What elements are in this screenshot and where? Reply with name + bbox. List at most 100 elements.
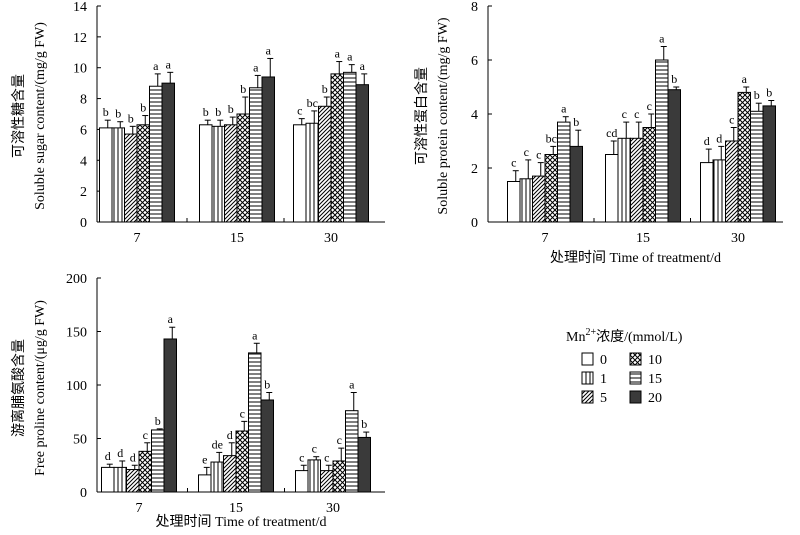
y-axis-label-cn: 游离脯氨酸含量: [10, 339, 27, 437]
significance-label: a: [166, 57, 172, 71]
y-axis-label-en: Free proline content/(μg/g FW): [33, 300, 48, 476]
bar: [261, 76, 275, 223]
bar: [667, 89, 681, 223]
bar: [210, 461, 224, 493]
significance-label: c: [536, 148, 541, 162]
bar: [357, 436, 371, 493]
bar: [113, 466, 127, 493]
significance-label: d: [105, 449, 111, 463]
significance-label: a: [360, 59, 366, 73]
bar: [655, 59, 669, 223]
x-category-label: 7: [134, 231, 141, 246]
y-tick-label: 0: [80, 486, 87, 501]
significance-label: b: [128, 111, 134, 125]
y-tick-label: 2: [80, 185, 87, 200]
significance-label: a: [659, 32, 665, 46]
y-tick-label: 8: [80, 93, 87, 108]
significance-label: e: [202, 452, 207, 466]
significance-label: c: [297, 104, 302, 118]
bar: [762, 105, 776, 223]
bar: [99, 127, 113, 223]
significance-label: b: [140, 101, 146, 115]
bar: [750, 110, 764, 223]
bar: [235, 430, 249, 493]
significance-label: cd: [606, 126, 617, 140]
x-axis-label: 处理时间 Time of treatment/d: [550, 250, 721, 266]
significance-label: b: [240, 82, 246, 96]
significance-label: c: [324, 450, 329, 464]
y-tick-label: 14: [73, 0, 87, 15]
bar: [211, 125, 225, 223]
bar: [248, 352, 262, 493]
bar: [163, 338, 177, 493]
significance-label: b: [215, 105, 221, 119]
legend-swatch: [581, 390, 594, 404]
bar: [700, 162, 714, 223]
significance-label: d: [704, 134, 710, 148]
legend-swatch: [629, 371, 642, 385]
y-axis-label-en: Soluble sugar content/(mg/g FW): [33, 22, 48, 210]
bar: [249, 87, 263, 223]
bar: [199, 124, 213, 223]
significance-label: b: [115, 107, 121, 121]
y-tick-label: 12: [73, 31, 87, 46]
bar: [111, 127, 125, 223]
significance-label: d: [227, 428, 233, 442]
y-tick-label: 4: [80, 154, 87, 169]
y-tick-label: 150: [66, 326, 87, 341]
significance-label: b: [228, 102, 234, 116]
bar: [149, 85, 163, 223]
bar: [544, 154, 558, 223]
bar: [569, 145, 583, 223]
bar: [198, 474, 212, 493]
significance-label: b: [103, 105, 109, 119]
y-tick-label: 6: [471, 54, 478, 69]
bar: [557, 121, 571, 223]
y-tick-label: 0: [80, 216, 87, 231]
significance-label: c: [634, 107, 639, 121]
legend-label: 20: [648, 391, 662, 406]
bar: [126, 469, 140, 493]
bar: [236, 113, 250, 223]
x-category-label: 15: [636, 231, 650, 246]
significance-label: b: [573, 115, 579, 129]
significance-label: b: [322, 82, 328, 96]
legend-label: 0: [600, 353, 607, 368]
legend-label: 5: [600, 391, 607, 406]
y-tick-label: 4: [471, 108, 478, 123]
bar: [712, 159, 726, 223]
bar: [617, 137, 631, 223]
y-axis-label-cn: 可溶性蛋白含量: [414, 67, 430, 165]
legend-label: 1: [600, 372, 607, 387]
bar: [224, 124, 238, 223]
bar: [161, 82, 175, 223]
significance-label: d: [130, 450, 136, 464]
significance-label: bc: [307, 96, 318, 110]
bar: [332, 460, 346, 493]
legend-label: 10: [648, 353, 662, 368]
bar: [642, 127, 656, 223]
bar: [507, 181, 521, 223]
bar: [725, 140, 739, 223]
bar: [101, 466, 115, 493]
significance-label: a: [168, 312, 174, 326]
y-tick-label: 50: [73, 433, 87, 448]
significance-label: c: [511, 156, 516, 170]
significance-label: a: [266, 43, 272, 57]
bar: [151, 429, 165, 493]
legend-label: 15: [648, 372, 662, 387]
bar: [138, 450, 152, 493]
significance-label: b: [203, 105, 209, 119]
bar: [330, 73, 344, 223]
significance-label: b: [155, 414, 161, 428]
y-tick-label: 0: [471, 216, 478, 231]
legend-title-sup: 2+: [585, 327, 596, 338]
x-category-label: 15: [230, 231, 244, 246]
legend-swatch: [581, 352, 594, 366]
significance-label: a: [252, 328, 258, 342]
bar: [124, 133, 138, 223]
bar: [223, 455, 237, 493]
